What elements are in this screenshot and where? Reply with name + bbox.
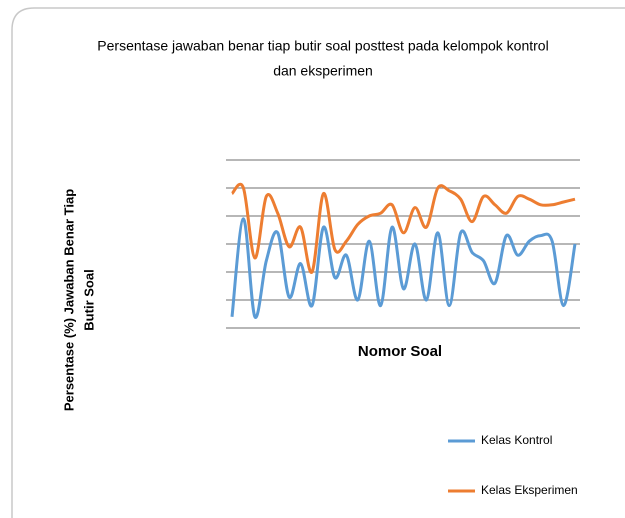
x-axis-label: Nomor Soal <box>358 343 442 360</box>
legend-label: Kelas Kontrol <box>481 433 552 447</box>
chart-title: Persentase jawaban benar tiap butir soal… <box>97 38 548 54</box>
frame <box>11 7 625 518</box>
legend-label: Kelas Eksperimen <box>481 483 578 497</box>
line <box>230 182 576 274</box>
y-axis-label: Persentase (%) Jawaban Benar Tiap <box>61 189 76 411</box>
line <box>230 217 577 319</box>
y-axis-label: Butir Soal <box>81 269 96 330</box>
chart-title: dan eksperimen <box>273 63 373 79</box>
